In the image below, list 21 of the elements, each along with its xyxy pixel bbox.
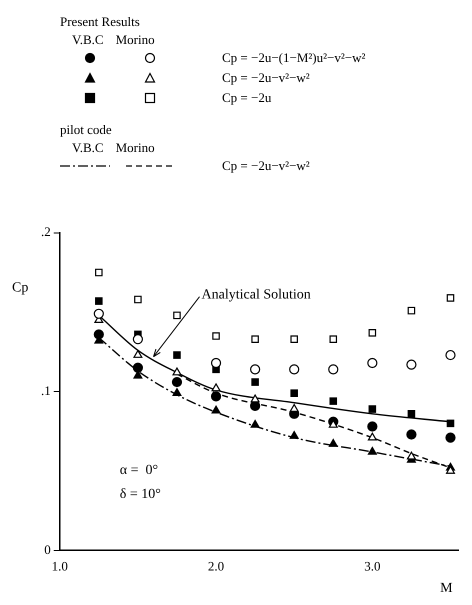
y-axis-title: Cp (12, 280, 28, 296)
text: Cp = −2u−v²−w² (222, 158, 310, 173)
x-tick-label: 2.0 (208, 558, 224, 574)
text: Morino (116, 32, 155, 48)
text: Present Results (60, 14, 140, 29)
y-tick-label: .1 (41, 383, 51, 398)
y-tick-label: 0 (44, 542, 51, 557)
annotation: α = 0° (120, 463, 158, 478)
y-tick-label: .2 (41, 224, 51, 240)
x-tick-label: 3.0 (364, 558, 380, 574)
text: V.B.C (72, 32, 104, 48)
x-axis-title: M (440, 581, 454, 596)
annotation: δ = 10° (120, 487, 161, 502)
text: Cp = −2u (222, 90, 272, 105)
text: Morino (116, 140, 155, 156)
x-tick-label: 1.0 (52, 558, 68, 574)
text: pilot code (60, 122, 112, 137)
text: Cp = −2u−(1−M²)u²−v²−w² (222, 50, 366, 65)
text: V.B.C (72, 140, 104, 156)
text: Cp = −2u−v²−w² (222, 70, 310, 85)
annotation: Analytical Solution (202, 287, 311, 302)
